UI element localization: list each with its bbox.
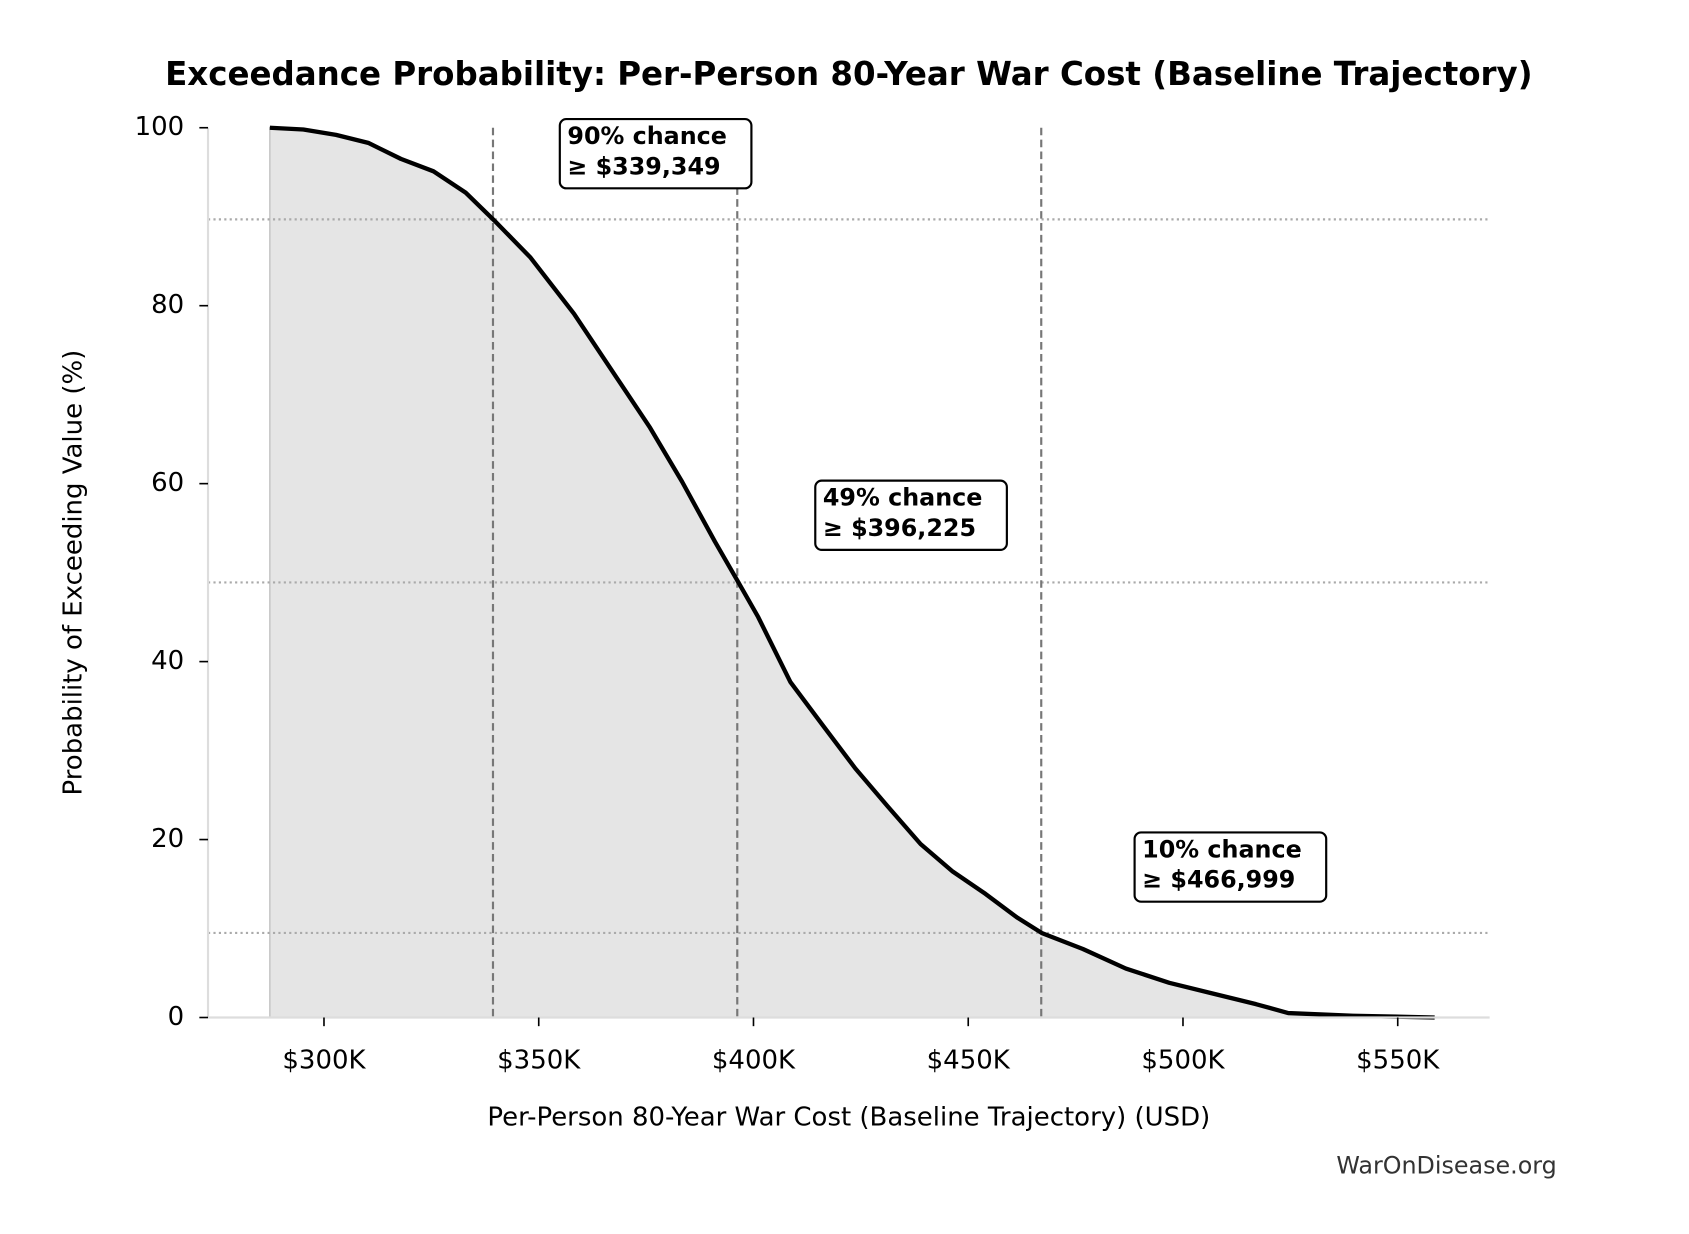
annotation-text: ≥ $396,225: [823, 514, 976, 542]
y-tick-label: 20: [151, 824, 184, 854]
y-tick-label: 40: [151, 646, 184, 676]
x-tick-label: $400K: [712, 1045, 796, 1075]
x-tick-label: $350K: [497, 1045, 581, 1075]
annotation-text: ≥ $339,349: [567, 152, 720, 180]
annotation-box: [558, 117, 753, 190]
y-tick-label: 0: [168, 1002, 185, 1032]
line: [269, 125, 1435, 1020]
y-tick-label: 60: [151, 468, 184, 498]
x-tick-label: $500K: [1141, 1045, 1225, 1075]
y-tick-label: 80: [151, 290, 184, 320]
annotation-text: 10% chance: [1142, 835, 1302, 863]
source: WarOnDisease.org: [1336, 1151, 1556, 1179]
x-tick-label: $300K: [282, 1045, 366, 1075]
y-axis-label: Probability of Exceeding Value (%): [58, 350, 88, 796]
x-axis-label: Per-Person 80-Year War Cost (Baseline Tr…: [487, 1103, 1210, 1133]
y-tick-label: 100: [135, 112, 185, 142]
chart-title: Exceedance Probability: Per-Person 80-Ye…: [165, 55, 1532, 93]
annotation-text: 90% chance: [567, 122, 727, 150]
annotation-box: [814, 479, 1008, 551]
x-tick-label: $550K: [1356, 1045, 1440, 1075]
annotation-box: [1133, 831, 1328, 903]
annotation-text: 49% chance: [823, 484, 983, 512]
x-tick-label: $450K: [927, 1045, 1011, 1075]
annotation-text: ≥ $466,999: [1142, 866, 1295, 894]
